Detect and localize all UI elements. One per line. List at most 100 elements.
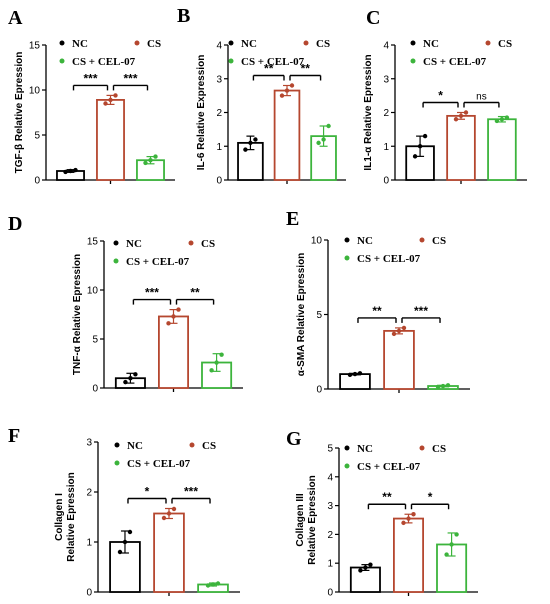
legend-marker <box>485 40 491 46</box>
data-point <box>363 565 368 570</box>
panel-letter: E <box>286 208 299 230</box>
data-point <box>113 93 118 98</box>
y-tick-label: 4 <box>327 472 333 483</box>
legend-label: CS <box>201 238 215 250</box>
data-point <box>176 307 181 312</box>
significance-label: * <box>438 89 443 103</box>
legend-label: CS <box>498 38 512 50</box>
legend-marker <box>59 58 65 64</box>
significance-label: ** <box>190 286 200 300</box>
y-tick-label: 10 <box>29 86 41 97</box>
data-point <box>368 562 373 567</box>
data-point <box>128 376 133 381</box>
legend-label: CS + CEL-07 <box>357 253 421 265</box>
y-tick-label: 15 <box>87 237 99 248</box>
y-tick-label: 15 <box>29 41 41 52</box>
y-tick-label: 4 <box>216 41 222 52</box>
data-point <box>161 515 167 521</box>
data-point <box>243 147 248 152</box>
panel-letter: C <box>366 7 380 29</box>
data-point <box>133 372 138 377</box>
legend-label: NC <box>72 38 88 50</box>
panel-c: C IL1-α Relative Epression 0 1 2 3 4 * ns NC CS CS … <box>363 7 527 187</box>
y-tick-label: 0 <box>316 385 322 396</box>
panel-letter: D <box>8 213 22 235</box>
bar-nc <box>349 566 381 593</box>
legend-label: CS + CEL-07 <box>357 461 421 473</box>
legend-label: CS + CEL-07 <box>241 56 305 68</box>
legend-marker <box>344 445 350 451</box>
y-tick-label: 1 <box>327 559 333 570</box>
data-point <box>153 154 158 159</box>
panel-b: B IL-6 Relative Expression 0 1 2 3 4 ** ** NC CS CS… <box>177 5 346 187</box>
legend-label: CS <box>432 443 446 455</box>
data-point <box>68 168 73 174</box>
data-point <box>279 93 285 98</box>
y-tick-label: 2 <box>383 108 389 119</box>
significance-label: ** <box>382 490 392 504</box>
data-point <box>143 160 148 166</box>
legend-marker <box>344 463 350 469</box>
data-point <box>411 512 416 517</box>
data-point <box>166 511 172 516</box>
significance-label: * <box>145 485 150 499</box>
data-point <box>253 137 258 142</box>
significance-label: ** <box>372 304 382 318</box>
data-point <box>248 140 253 146</box>
data-point <box>391 331 397 337</box>
bar-cs <box>96 99 125 181</box>
data-point <box>214 360 219 365</box>
legend-marker <box>228 58 234 64</box>
legend-label: CS <box>316 38 330 50</box>
y-tick-label: 3 <box>216 74 222 85</box>
legend-marker <box>114 460 120 466</box>
y-tick-label: 2 <box>86 488 92 499</box>
data-point <box>504 115 510 120</box>
data-point <box>412 154 418 159</box>
data-point <box>122 539 128 545</box>
legend-marker <box>59 40 65 46</box>
legend-marker <box>113 240 119 246</box>
y-tick-label: 3 <box>86 438 92 449</box>
data-point <box>215 581 221 586</box>
y-tick-label: 0 <box>383 176 389 187</box>
y-tick-label: 0 <box>92 384 98 395</box>
y-axis-label: Collagen I <box>54 493 65 541</box>
legend-marker <box>188 240 194 246</box>
significance-label: *** <box>83 71 97 85</box>
data-point <box>103 101 108 106</box>
y-tick-label: 10 <box>311 236 323 247</box>
legend-label: CS <box>202 440 216 452</box>
data-point <box>444 552 449 557</box>
y-axis-label: TGF-β Relative Epression <box>14 52 25 174</box>
legend-marker <box>189 442 195 448</box>
data-point <box>401 520 406 526</box>
y-axis-label: Relative Epression <box>307 475 318 564</box>
bar-cs <box>383 329 415 390</box>
y-axis-label: α-SMA Relative Epression <box>296 253 307 377</box>
bar-cs <box>393 517 424 593</box>
data-point <box>352 371 358 377</box>
panel-letter: B <box>177 5 190 27</box>
data-point <box>326 123 331 129</box>
legend-label: CS <box>147 38 161 50</box>
data-point <box>63 169 68 175</box>
data-point <box>440 383 446 389</box>
legend-label: NC <box>423 38 439 50</box>
data-point <box>458 113 464 119</box>
data-point <box>284 88 290 93</box>
legend-label: CS + CEL-07 <box>127 458 191 470</box>
y-tick-label: 0 <box>216 176 222 187</box>
data-point <box>127 529 133 535</box>
legend-marker <box>303 40 309 46</box>
bar-cs-cel-07 <box>487 118 517 181</box>
data-point <box>171 314 176 319</box>
panel-letter: F <box>8 425 20 447</box>
data-point <box>210 582 216 587</box>
y-axis-label: Relative Epression <box>66 472 77 561</box>
data-point <box>316 140 321 146</box>
